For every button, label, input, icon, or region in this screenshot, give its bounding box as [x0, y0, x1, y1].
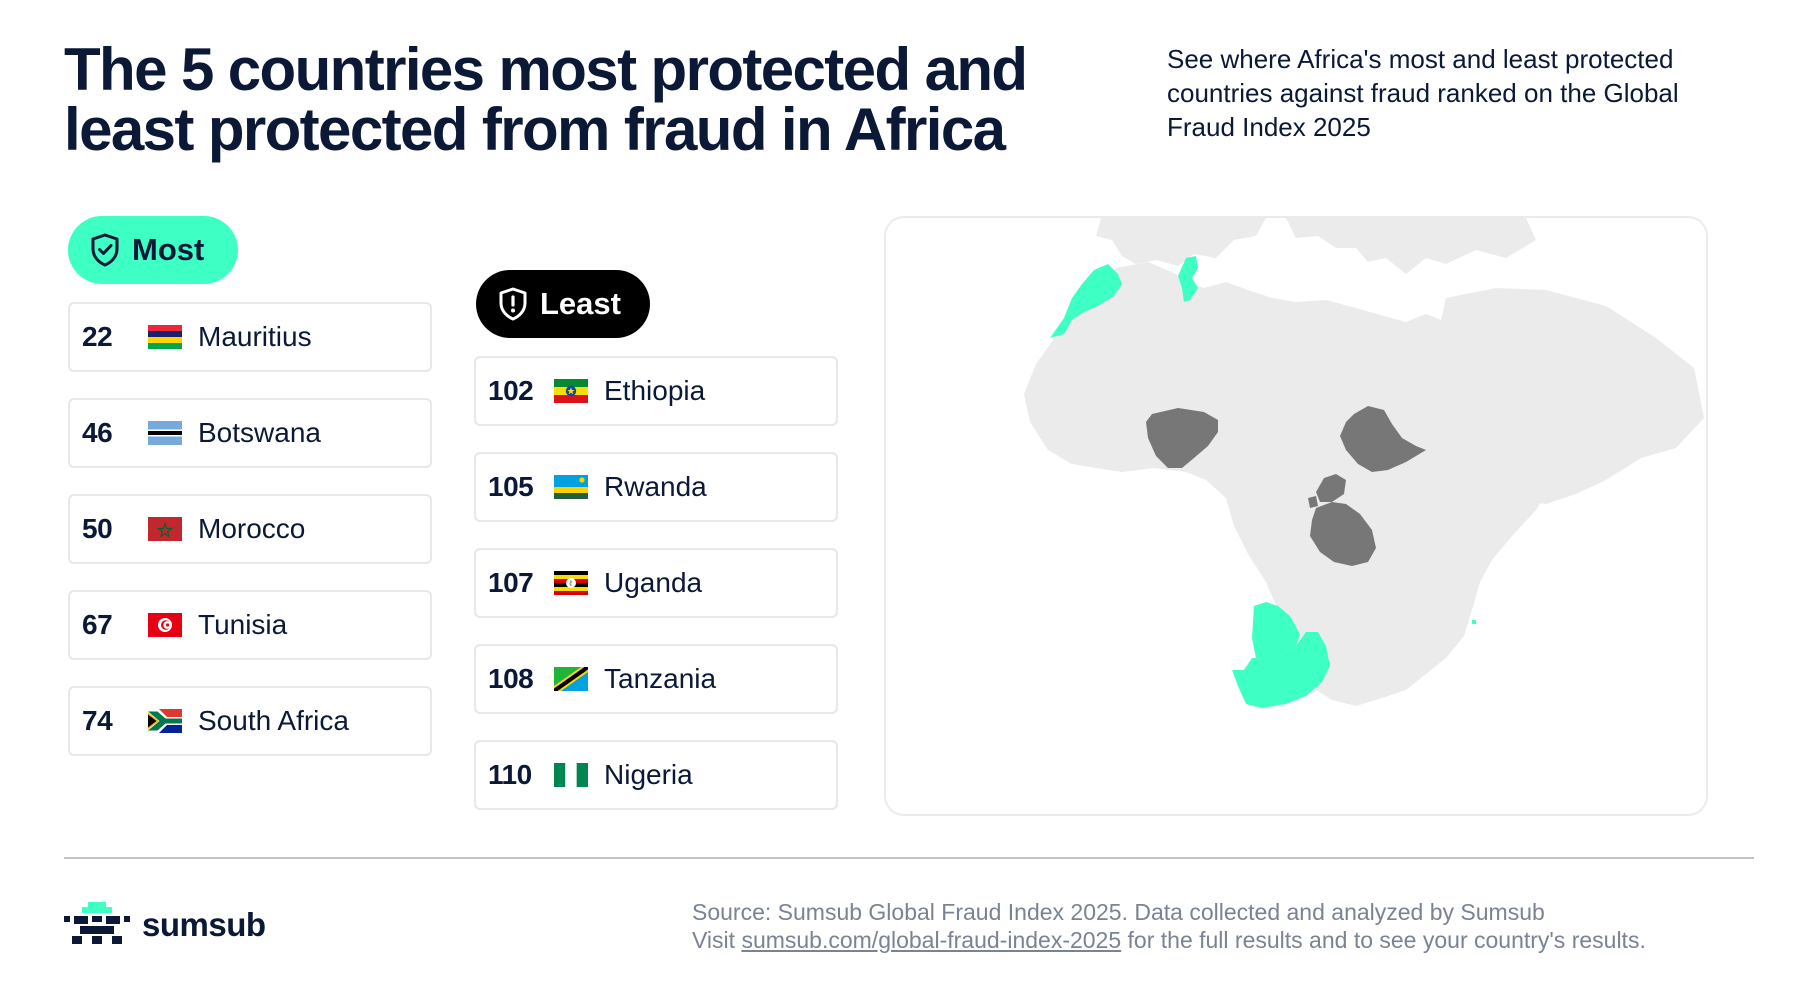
country-name: Tunisia — [198, 609, 288, 640]
shield-check-icon — [91, 233, 119, 267]
morocco-flag-icon — [148, 517, 182, 541]
most-label: Most — [132, 232, 205, 267]
country-name: Nigeria — [604, 759, 693, 790]
map-country-tunisia — [1178, 256, 1198, 302]
list-item-tanzania: 108 Tanzania — [474, 644, 838, 714]
list-item-botswana: 46 Botswana — [68, 398, 432, 468]
map-land-madagascar — [1406, 556, 1456, 642]
rank-value: 110 — [488, 759, 532, 790]
list-item-south-africa: 74 South Africa — [68, 686, 432, 756]
rank-value: 50 — [82, 513, 113, 544]
map-country-uganda — [1316, 474, 1346, 502]
subtitle-line-3: Fraud Index 2025 — [1167, 112, 1371, 142]
rwanda-flag-icon — [554, 475, 588, 499]
rank-value: 105 — [488, 471, 534, 502]
list-item-ethiopia: 102 Ethiopia — [474, 356, 838, 426]
rank-value: 67 — [82, 609, 113, 640]
title-line-1: The 5 countries most protected and — [64, 36, 1028, 103]
list-item-mauritius: 22 Mauritius — [68, 302, 432, 372]
list-item-morocco: 50 Morocco — [68, 494, 432, 564]
source-visit-text: Visit — [692, 927, 742, 953]
map-land-europe — [1096, 218, 1266, 266]
ethiopia-flag-icon — [554, 379, 588, 403]
tunisia-flag-icon — [148, 613, 182, 637]
source-rest-text: for the full results and to see your cou… — [1121, 927, 1646, 953]
tanzania-flag-icon — [554, 667, 588, 691]
footer-divider — [64, 857, 1754, 859]
page-subtitle: See where Africa's most and least protec… — [1167, 42, 1767, 144]
country-name: Ethiopia — [604, 375, 706, 406]
map-country-south-africa — [1232, 632, 1330, 708]
source-note: Source: Sumsub Global Fraud Index 2025. … — [692, 898, 1772, 954]
brand-name: sumsub — [142, 906, 266, 943]
page-title: The 5 countries most protected and least… — [64, 40, 1064, 160]
list-item-rwanda: 105 Rwanda — [474, 452, 838, 522]
rank-value: 107 — [488, 567, 534, 598]
list-item-uganda: 107 Uganda — [474, 548, 838, 618]
africa-map-panel — [884, 216, 1708, 816]
subtitle-line-1: See where Africa's most and least protec… — [1167, 44, 1674, 74]
country-name: Morocco — [198, 513, 306, 544]
source-link[interactable]: sumsub.com/global-fraud-index-2025 — [741, 927, 1122, 953]
rank-value: 22 — [82, 321, 113, 352]
map-country-tanzania — [1310, 502, 1376, 566]
map-land-europe-east — [1286, 218, 1536, 274]
africa-map — [1024, 218, 1704, 708]
nigeria-flag-icon — [554, 763, 588, 787]
rank-value: 102 — [488, 375, 534, 406]
list-item-tunisia: 67 Tunisia — [68, 590, 432, 660]
country-name: Rwanda — [604, 471, 707, 502]
sumsub-logo: sumsub — [64, 902, 266, 948]
rank-value: 74 — [82, 705, 113, 736]
most-protected-badge: Most — [68, 216, 238, 284]
map-country-botswana — [1252, 602, 1300, 662]
south-africa-flag-icon — [148, 709, 182, 733]
country-name: Mauritius — [198, 321, 312, 352]
rank-value: 46 — [82, 417, 113, 448]
uganda-flag-icon — [554, 571, 588, 595]
country-name: Botswana — [198, 417, 321, 448]
country-name: Tanzania — [604, 663, 717, 694]
botswana-flag-icon — [148, 421, 182, 445]
country-name: South Africa — [198, 705, 349, 736]
map-country-rwanda — [1308, 496, 1318, 508]
map-country-mauritius — [1472, 620, 1476, 624]
subtitle-line-2: countries against fraud ranked on the Gl… — [1167, 78, 1679, 108]
country-name: Uganda — [604, 567, 703, 598]
list-item-nigeria: 110 Nigeria — [474, 740, 838, 810]
sumsub-logo-icon — [64, 902, 130, 944]
map-country-morocco — [1050, 264, 1122, 338]
source-line-1: Source: Sumsub Global Fraud Index 2025. … — [692, 899, 1545, 925]
map-country-nigeria — [1146, 408, 1218, 468]
least-protected-badge: Least — [476, 270, 650, 338]
rank-value: 108 — [488, 663, 534, 694]
shield-alert-icon — [499, 287, 527, 321]
least-label: Least — [540, 286, 621, 321]
title-line-2: least protected from fraud in Africa — [64, 96, 1006, 163]
mauritius-flag-icon — [148, 325, 182, 349]
map-country-ethiopia — [1340, 406, 1426, 472]
